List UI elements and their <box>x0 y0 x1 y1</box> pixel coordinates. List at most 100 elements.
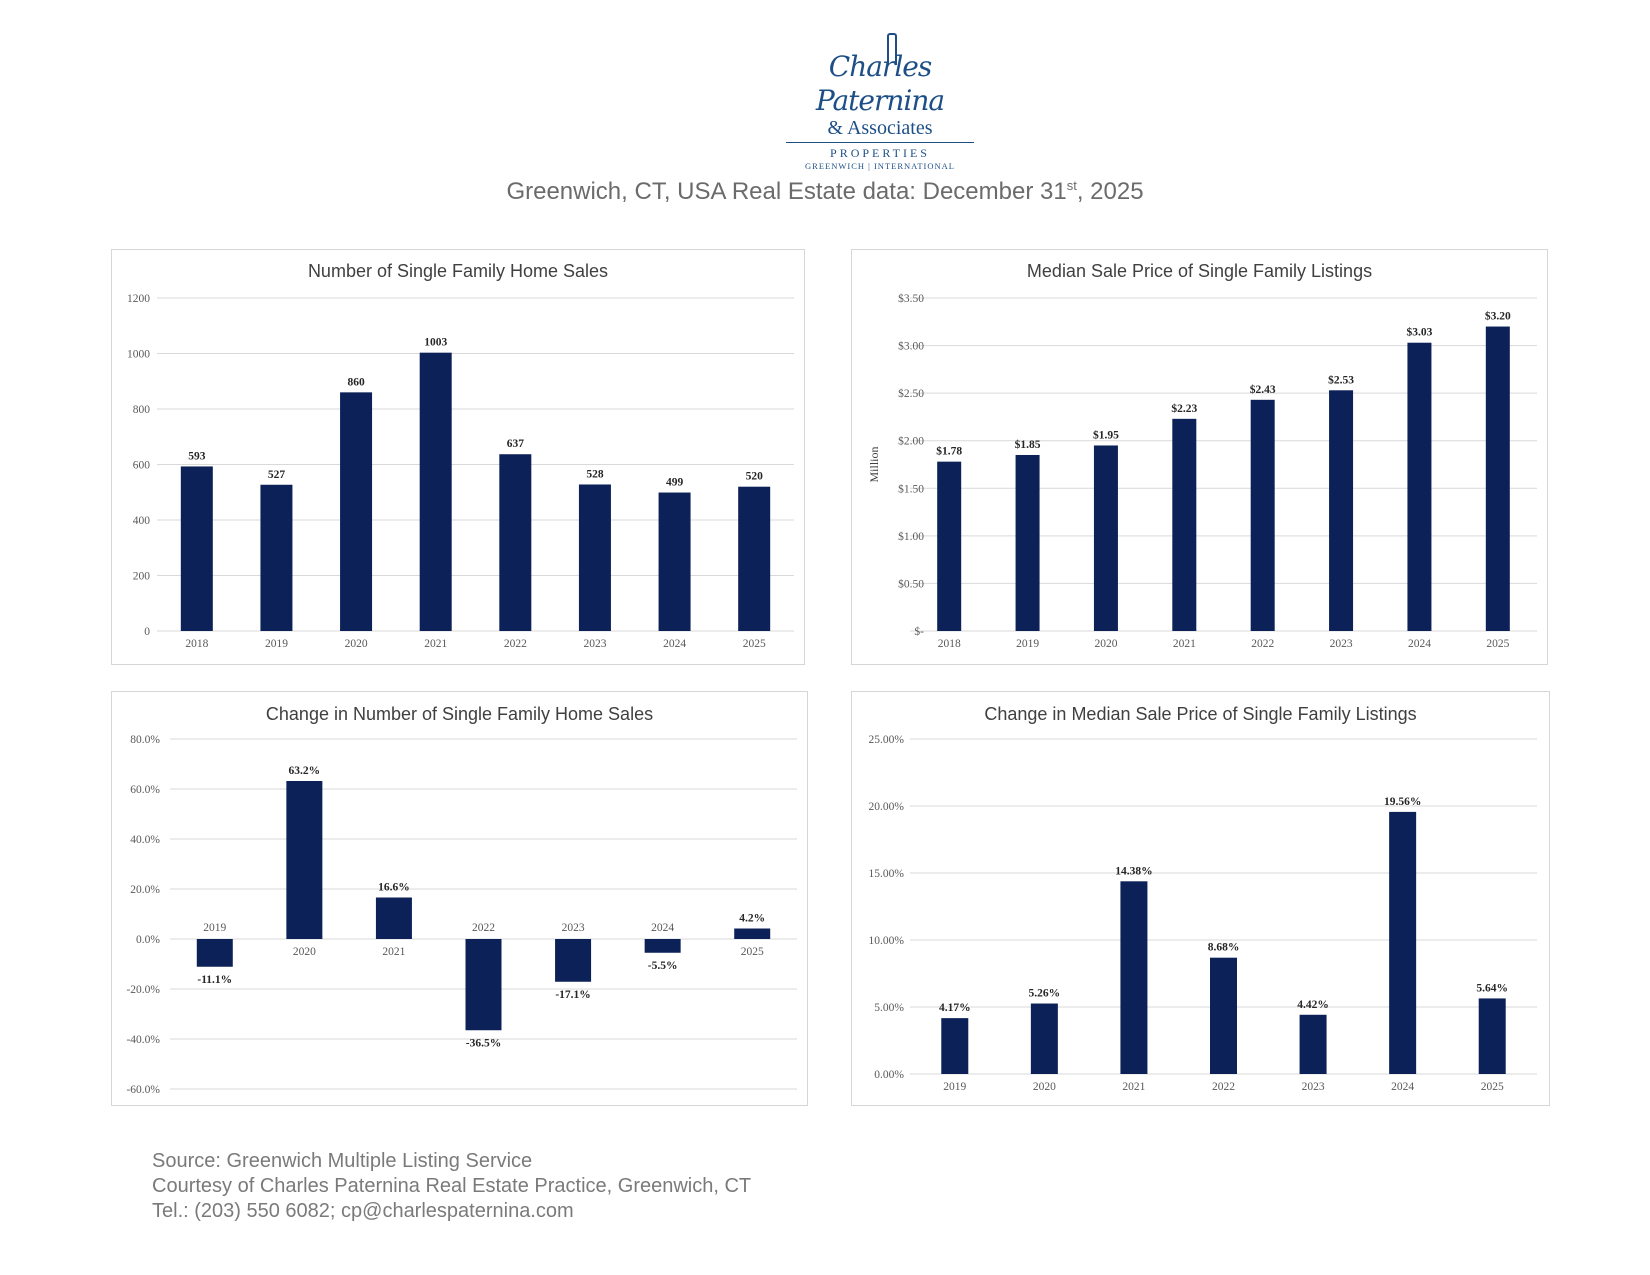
chart-title: Number of Single Family Home Sales <box>308 261 608 281</box>
data-label: -36.5% <box>466 1037 501 1049</box>
chart-title: Change in Number of Single Family Home S… <box>266 704 653 724</box>
data-label: 637 <box>507 438 525 450</box>
bar-2020 <box>286 781 323 939</box>
chart-price: Median Sale Price of Single Family Listi… <box>867 261 1537 650</box>
footer-courtesy: Courtesy of Charles Paternina Real Estat… <box>152 1175 752 1197</box>
y-tick-label: 20.0% <box>130 884 160 896</box>
x-tick-label: 2023 <box>583 638 606 650</box>
x-tick-label: 2024 <box>663 638 686 650</box>
data-label: 14.38% <box>1115 865 1152 877</box>
company-logo: Charles Paternina & Associates PROPERTIE… <box>780 26 980 171</box>
footer-contact: Tel.: (203) 550 6082; cp@charlespaternin… <box>152 1200 574 1222</box>
data-label: 16.6% <box>378 882 410 894</box>
x-tick-label: 2020 <box>345 638 368 650</box>
data-label: 5.26% <box>1029 988 1061 1000</box>
x-tick-label: 2019 <box>1016 638 1039 650</box>
chart-panel-price-change: Change in Median Sale Price of Single Fa… <box>851 691 1550 1106</box>
data-label: 528 <box>586 468 604 480</box>
data-label: 4.42% <box>1297 999 1329 1011</box>
bar-2021 <box>419 352 452 631</box>
x-tick-label: 2020 <box>293 946 316 958</box>
y-tick-label: $0.50 <box>898 577 924 590</box>
data-label: 5.64% <box>1476 982 1508 994</box>
data-label: 4.2% <box>739 913 765 925</box>
page-title-ordinal: st <box>1066 178 1077 193</box>
y-tick-label: -40.0% <box>126 1034 160 1046</box>
bar-2022 <box>465 939 502 1031</box>
y-tick-label: 15.00% <box>869 868 905 880</box>
bar-2025 <box>1478 998 1506 1074</box>
bar-2024 <box>1389 811 1417 1074</box>
page-title-year: , 2025 <box>1076 178 1144 205</box>
y-tick-label: $- <box>914 625 924 638</box>
y-tick-label: $2.00 <box>898 435 924 448</box>
data-label: $2.53 <box>1328 373 1354 386</box>
data-label: 499 <box>666 477 684 489</box>
x-tick-label: 2021 <box>382 946 405 958</box>
page-title-main: Greenwich, CT, USA Real Estate data: Dec… <box>506 178 1067 205</box>
bar-2019 <box>1015 454 1040 631</box>
bar-2019 <box>260 484 293 631</box>
data-label: 520 <box>746 471 764 483</box>
y-tick-label: $1.00 <box>898 530 924 543</box>
bar-2019 <box>941 1018 969 1074</box>
y-tick-label: 800 <box>133 404 151 416</box>
data-label: -5.5% <box>648 960 678 972</box>
data-label: 8.68% <box>1208 942 1240 954</box>
y-tick-label: 5.00% <box>874 1002 904 1014</box>
bar-2023 <box>555 939 592 982</box>
data-label: 4.17% <box>939 1002 971 1014</box>
bar-2025 <box>1485 326 1510 631</box>
bar-2018 <box>180 466 213 631</box>
bar-2020 <box>340 392 373 631</box>
y-tick-label: -60.0% <box>126 1084 160 1096</box>
x-tick-label: 2022 <box>1251 638 1274 650</box>
bar-2023 <box>1299 1014 1327 1074</box>
bar-2020 <box>1030 1003 1058 1074</box>
data-label: 527 <box>268 469 286 481</box>
x-tick-label: 2023 <box>1302 1081 1325 1093</box>
data-label: 860 <box>347 376 365 388</box>
chart-panel-price: Median Sale Price of Single Family Listi… <box>851 249 1548 665</box>
y-tick-label: $3.50 <box>898 292 924 305</box>
data-label: -11.1% <box>197 974 232 986</box>
x-tick-label: 2023 <box>562 922 585 934</box>
chart-sales-change: Change in Number of Single Family Home S… <box>126 704 797 1096</box>
x-tick-label: 2019 <box>265 638 288 650</box>
x-tick-label: 2025 <box>743 638 766 650</box>
chart-panel-sales-change: Change in Number of Single Family Home S… <box>111 691 808 1106</box>
y-tick-label: 1200 <box>127 293 150 305</box>
data-label: $2.23 <box>1171 402 1197 415</box>
data-label: $3.03 <box>1407 326 1433 339</box>
data-label: $1.95 <box>1093 428 1119 441</box>
x-tick-label: 2021 <box>424 638 447 650</box>
data-label: -17.1% <box>555 989 590 1001</box>
footer: Source: Greenwich Multiple Listing Servi… <box>152 1149 751 1224</box>
x-tick-label: 2021 <box>1122 1081 1145 1093</box>
bar-2025 <box>734 928 771 939</box>
y-tick-label: 20.00% <box>869 801 905 813</box>
x-tick-label: 2019 <box>203 922 226 934</box>
y-tick-label: $2.50 <box>898 387 924 400</box>
data-label: $2.43 <box>1250 383 1276 396</box>
bar-2023 <box>578 484 611 631</box>
y-tick-label: 1000 <box>127 349 150 361</box>
data-label: $1.78 <box>936 445 962 458</box>
logo-properties: PROPERTIES <box>830 146 930 160</box>
chart-title: Change in Median Sale Price of Single Fa… <box>984 704 1416 724</box>
page-title: Greenwich, CT, USA Real Estate data: Dec… <box>0 178 1650 206</box>
y-tick-label: 400 <box>133 515 151 527</box>
chart-panel-sales: Number of Single Family Home Sales 0 200 40… <box>111 249 805 665</box>
x-tick-label: 2024 <box>1391 1081 1414 1093</box>
y-tick-label: $3.00 <box>898 340 924 353</box>
x-tick-label: 2024 <box>1408 638 1431 650</box>
bar-2020 <box>1093 445 1118 631</box>
bar-2022 <box>1210 957 1237 1074</box>
x-tick-label: 2023 <box>1330 638 1353 650</box>
x-tick-label: 2022 <box>472 922 495 934</box>
x-tick-label: 2018 <box>938 638 961 650</box>
data-label: 63.2% <box>289 765 321 777</box>
logo-associates: & Associates <box>827 117 933 139</box>
y-tick-label: 80.0% <box>130 734 160 746</box>
y-tick-label: 0.00% <box>874 1069 904 1081</box>
